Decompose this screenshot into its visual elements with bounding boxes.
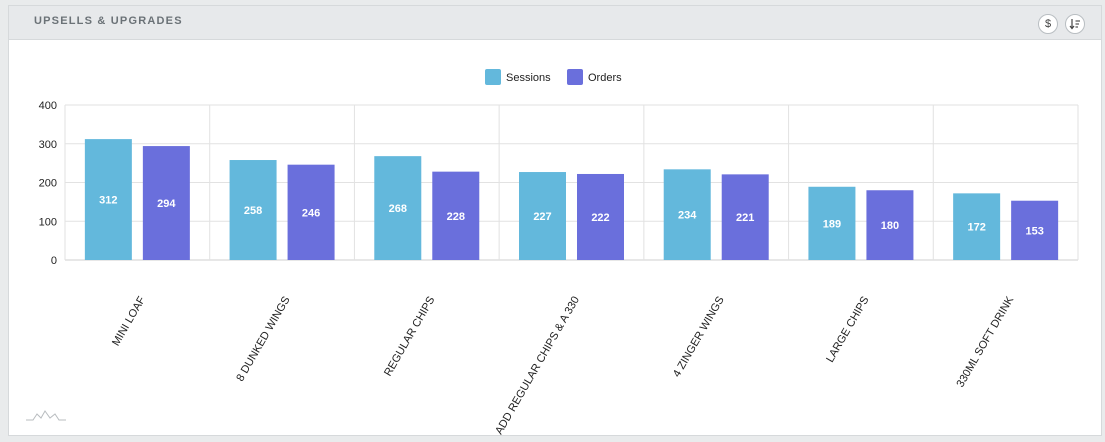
x-tick-label-4: 4 ZINGER WINGS: [671, 295, 727, 380]
bar-orders-5[interactable]: [866, 190, 914, 260]
legend-swatch-1[interactable]: [567, 69, 583, 85]
chart-legend: Sessions Orders: [485, 69, 622, 85]
data-label-sessions-6: 172: [967, 222, 985, 234]
legend-swatch-0[interactable]: [485, 69, 501, 85]
data-label-sessions-2: 268: [389, 203, 407, 215]
currency-toggle-button[interactable]: $: [1038, 14, 1058, 34]
data-label-sessions-3: 227: [533, 211, 551, 223]
sort-button[interactable]: [1065, 14, 1085, 34]
bar-orders-3[interactable]: [577, 173, 624, 260]
y-tick-label: 400: [39, 100, 57, 112]
sort-descending-icon: [1069, 19, 1080, 30]
data-label-orders-6: 153: [1025, 225, 1043, 237]
bar-orders-2[interactable]: [432, 171, 480, 260]
chart-watermark-logo: [26, 410, 66, 421]
legend-label-0[interactable]: Sessions: [506, 72, 551, 84]
bar-sessions-0[interactable]: [84, 139, 132, 260]
bar-sessions-6[interactable]: [953, 193, 1001, 260]
upsells-panel: UPSELLS & UPGRADES $ Sessions Orders 0 100…: [8, 5, 1103, 437]
x-tick-label-5: LARGE CHIPS: [824, 295, 871, 365]
data-label-sessions-1: 258: [244, 205, 262, 217]
y-tick-label: 0: [51, 255, 57, 267]
x-tick-label-0: MINI LOAF: [110, 294, 148, 348]
bar-sessions-2[interactable]: [374, 156, 422, 260]
data-label-orders-1: 246: [302, 207, 320, 219]
data-label-orders-5: 180: [881, 220, 899, 232]
y-tick-label: 300: [39, 139, 57, 151]
y-axis: 0 100 200 300 400: [39, 100, 57, 267]
bar-sessions-5[interactable]: [808, 186, 856, 260]
y-tick-label: 100: [39, 216, 57, 228]
data-label-orders-4: 221: [736, 212, 754, 224]
data-label-orders-3: 222: [591, 212, 609, 224]
chart-area: Sessions Orders 0 100 200 300 400 312 294 258 24…: [9, 41, 1103, 437]
data-label-sessions-5: 189: [823, 218, 841, 230]
dollar-icon: $: [1044, 18, 1052, 30]
panel-title: UPSELLS & UPGRADES: [34, 15, 183, 27]
bar-chart: Sessions Orders 0 100 200 300 400 312 294 258 24…: [39, 69, 1079, 437]
x-axis: MINI LOAF 8 DUNKED WINGS REGULAR CHIPS ADD …: [110, 294, 1017, 437]
data-label-orders-2: 228: [447, 211, 465, 223]
x-tick-label-3: ADD REGULAR CHIPS & A 330: [493, 295, 582, 437]
chart-grid: [64, 104, 1079, 261]
bar-orders-6[interactable]: [1011, 200, 1059, 260]
bar-orders-4[interactable]: [721, 174, 769, 260]
data-label-sessions-0: 312: [99, 195, 117, 207]
panel-header: UPSELLS & UPGRADES $: [9, 6, 1101, 40]
x-tick-label-6: 330ML SOFT DRINK: [954, 294, 1016, 390]
x-tick-label-1: 8 DUNKED WINGS: [234, 295, 292, 384]
bar-orders-1[interactable]: [287, 164, 335, 260]
x-tick-label-2: REGULAR CHIPS: [382, 295, 437, 379]
legend-label-1[interactable]: Orders: [588, 72, 622, 84]
y-tick-label: 200: [39, 178, 57, 190]
bar-sessions-1[interactable]: [229, 160, 277, 260]
bar-orders-0[interactable]: [142, 146, 190, 260]
data-label-orders-0: 294: [157, 198, 176, 210]
data-label-sessions-4: 234: [678, 210, 697, 222]
bar-sessions-3[interactable]: [519, 172, 566, 260]
bar-sessions-4[interactable]: [663, 169, 711, 260]
bars-group: 312 294 258 246 268 228 227 222 234 221 189 180 172 1…: [84, 139, 1059, 260]
